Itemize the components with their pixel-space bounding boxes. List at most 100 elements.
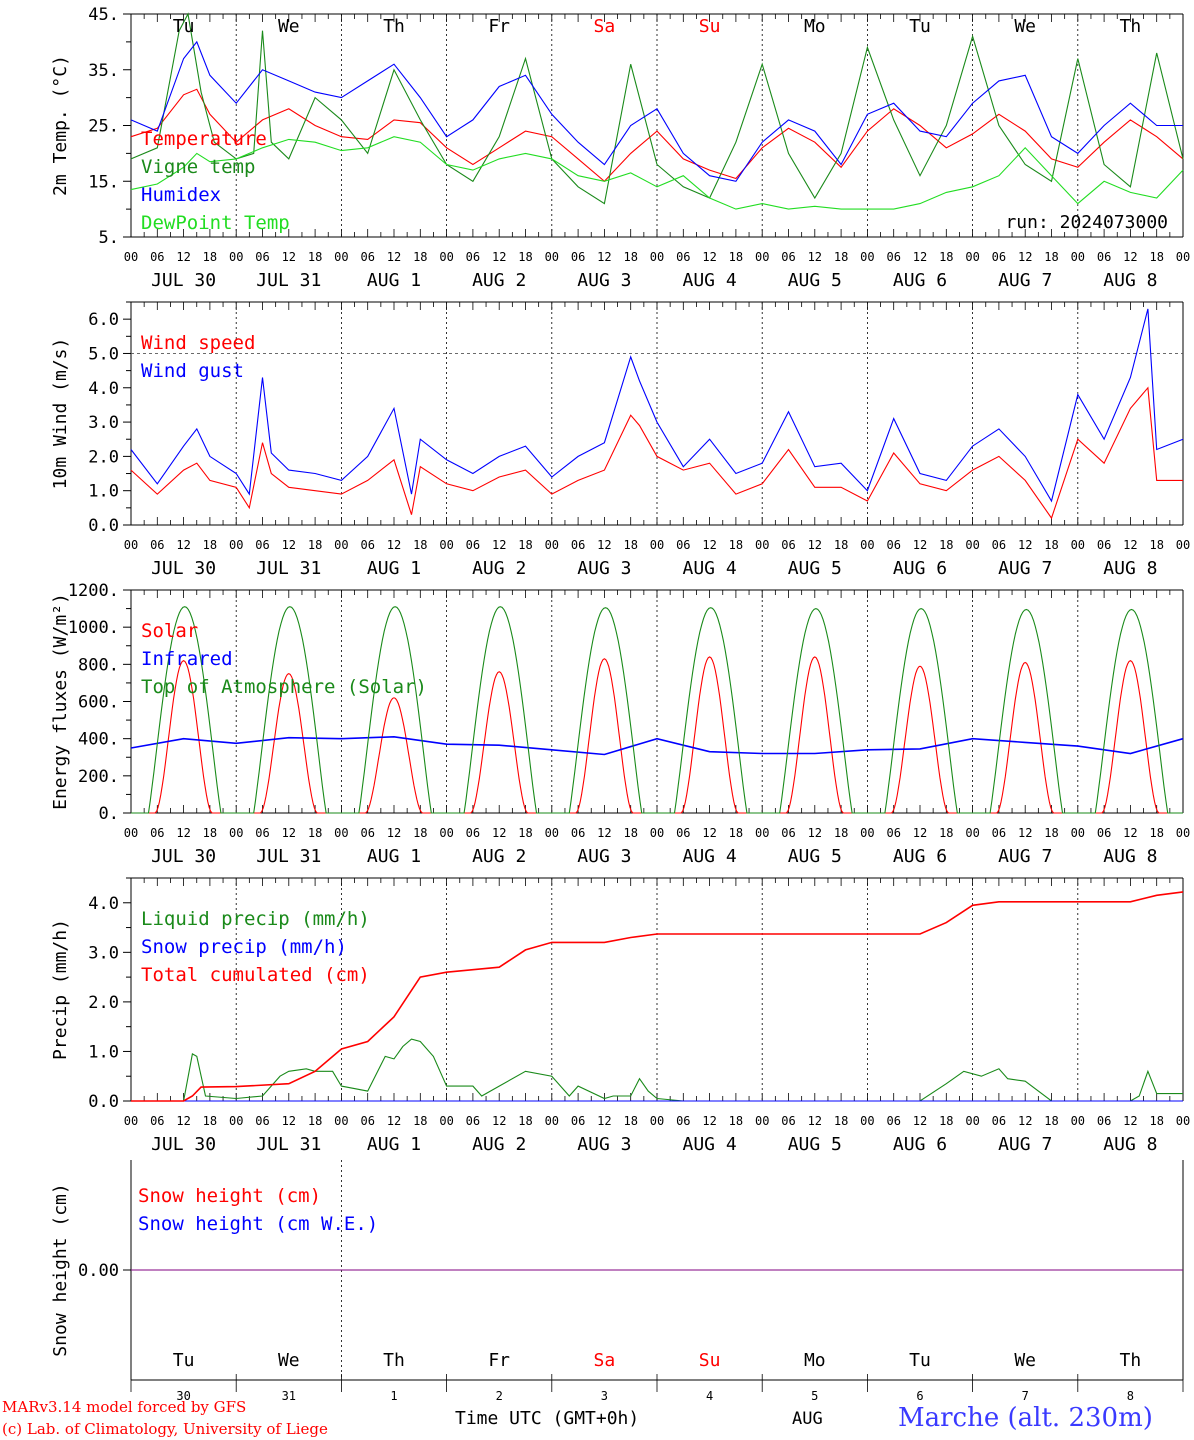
hour-label: 12 [597,1114,611,1128]
y-tick-label: 0.00 [78,1261,119,1281]
legend-entry: Humidex [141,184,221,206]
hour-label: 00 [860,250,874,264]
hour-label: 00 [755,250,769,264]
hour-label: 00 [124,1114,138,1128]
y-axis-title: Snow height (cm) [50,1183,71,1356]
hour-label: 06 [466,538,480,552]
y-tick-label: 35. [88,61,119,81]
day-label: Mo [804,16,826,37]
hour-label: 06 [1097,1114,1111,1128]
hour-label: 18 [834,1114,848,1128]
hour-label: 12 [1123,538,1137,552]
hour-label: 18 [518,1114,532,1128]
y-tick-label: 1000. [68,618,119,638]
hour-label: 12 [492,250,506,264]
series-line-wind-speed [130,386,1183,520]
y-axis-title: 10m Wind (m/s) [50,338,71,490]
hour-label: 06 [150,250,164,264]
hour-label: 00 [650,250,664,264]
hour-label: 06 [466,250,480,264]
day-label: Th [383,16,405,37]
hour-label: 18 [729,826,743,840]
y-axis-title: 2m Temp. (°C) [50,55,71,196]
hour-label: 18 [203,538,217,552]
hour-label: 00 [755,1114,769,1128]
day-number-label: 31 [282,1389,296,1403]
hour-label: 18 [939,1114,953,1128]
hour-label: 06 [676,826,690,840]
hour-label: 12 [176,826,190,840]
hour-label: 18 [308,538,322,552]
location-label: Marche (alt. 230m) [898,1403,1153,1433]
hour-label: 18 [413,250,427,264]
day-label: Fr [488,1350,510,1371]
hour-label: 06 [676,250,690,264]
hour-label: 06 [992,250,1006,264]
series-line-wind-gust [130,308,1184,503]
hour-label: 00 [860,826,874,840]
day-number-label: 6 [916,1389,923,1403]
hour-label: 00 [1176,538,1190,552]
hour-label: 06 [886,1114,900,1128]
series-line-dewpoint-temp [130,136,1184,210]
credit-line-2: (c) Lab. of Climatology, University of L… [2,1420,328,1438]
legend-entry: Snow height (cm W.E.) [138,1213,378,1235]
hour-label: 00 [1071,1114,1085,1128]
hour-label: 18 [308,250,322,264]
y-tick-label: 0. [99,804,119,824]
y-tick-label: 15. [88,172,119,192]
hour-label: 00 [1176,826,1190,840]
hour-label: 18 [413,538,427,552]
hour-label: 06 [781,1114,795,1128]
hour-label: 06 [781,250,795,264]
hour-label: 12 [702,250,716,264]
hour-label: 00 [439,1114,453,1128]
hour-label: 00 [439,250,453,264]
hour-label: 06 [571,538,585,552]
y-tick-label: 3.0 [88,413,119,433]
legend-entry: Total cumulated (cm) [141,964,370,986]
hour-label: 00 [860,1114,874,1128]
hour-label: 12 [808,250,822,264]
legend-entry: Solar [141,620,198,642]
hour-label: 00 [965,826,979,840]
hour-label: 12 [1018,826,1032,840]
date-label: AUG 8 [1103,270,1157,291]
hour-label: 18 [1149,538,1163,552]
y-tick-label: 4.0 [88,379,119,399]
hour-label: 06 [360,1114,374,1128]
hour-label: 12 [913,538,927,552]
hour-label: 00 [124,250,138,264]
legend-entry: Wind speed [141,332,255,354]
legend-entry: Snow height (cm) [138,1185,321,1207]
series-line-top-of-atmosphere-solar- [131,606,1183,814]
legend-entry: Liquid precip (mm/h) [141,908,370,930]
hour-label: 06 [676,1114,690,1128]
hour-label: 18 [1044,1114,1058,1128]
hour-label: 00 [334,538,348,552]
y-tick-label: 2.0 [88,447,119,467]
chart-panel-5: 0.00 Snow height (cm) Snow height (cm) Snow… [50,1160,1184,1403]
hour-label: 12 [282,538,296,552]
hour-label: 00 [755,826,769,840]
hour-label: 18 [939,250,953,264]
hour-label: 00 [1176,250,1190,264]
date-label: AUG 5 [788,558,842,579]
hour-label: 06 [150,538,164,552]
bottom-month-label: AUG [792,1409,823,1429]
hour-label: 12 [282,1114,296,1128]
hour-label: 00 [439,538,453,552]
hour-label: 18 [1044,250,1058,264]
hour-label: 18 [1044,538,1058,552]
hour-label: 06 [255,1114,269,1128]
y-tick-label: 600. [78,693,119,713]
date-label: AUG 5 [788,846,842,867]
date-label: JUL 30 [151,1134,216,1155]
chart-panel-2: 6.0 5.0 4.0 3.0 2.0 1.0 0.0 10m Wind (m/s) Wind … [50,301,1190,579]
hour-label: 18 [1149,250,1163,264]
hour-label: 06 [255,826,269,840]
hour-label: 18 [1149,1114,1163,1128]
date-label: JUL 31 [256,558,321,579]
hour-label: 06 [992,826,1006,840]
